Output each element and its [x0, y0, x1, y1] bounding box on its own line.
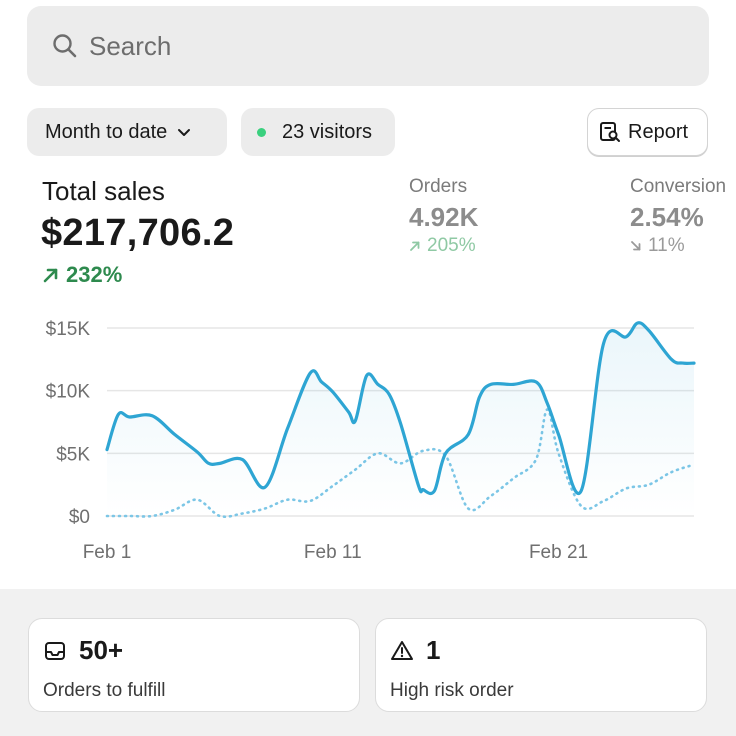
total-sales-value: $217,706.2 — [41, 212, 235, 254]
series-area — [107, 322, 694, 516]
orders-to-fulfill-card[interactable]: 50+ Orders to fulfill — [28, 618, 360, 712]
high-risk-order-label: High risk order — [390, 680, 514, 701]
arrow-up-right-icon — [42, 266, 60, 284]
conversion-value: 2.54% — [630, 202, 704, 232]
conversion-change: 11% — [630, 235, 726, 257]
series-line-current — [105, 321, 696, 496]
date-range-dropdown[interactable]: Month to date — [27, 108, 227, 156]
arrow-down-right-icon — [630, 240, 642, 252]
conversion-change-value: 11% — [648, 235, 685, 256]
y-tick-label: $0 — [69, 507, 90, 528]
orders-change: 205% — [409, 235, 478, 257]
y-tick-label: $10K — [46, 382, 91, 403]
total-sales-change-value: 232% — [66, 262, 123, 287]
search-input[interactable]: Search — [89, 30, 172, 61]
warning-icon — [390, 638, 416, 664]
orders-label: Orders — [409, 176, 468, 197]
high-risk-order-card[interactable]: 1 High risk order — [375, 618, 707, 712]
report-icon — [598, 119, 624, 145]
orders-to-fulfill-label: Orders to fulfill — [43, 680, 166, 701]
high-risk-order-value: 1 — [426, 635, 441, 665]
arrow-up-right-icon — [409, 240, 421, 252]
search-bar[interactable]: Search — [27, 6, 709, 86]
sales-line-chart[interactable]: $0 $5K $10K $15K Feb 1 Feb 11 Feb 21 — [0, 300, 736, 580]
visitors-label: 23 visitors — [282, 120, 373, 143]
x-tick-label: Feb 21 — [529, 542, 588, 563]
live-visitors-button[interactable]: 23 visitors — [241, 108, 395, 156]
orders-to-fulfill-value: 50+ — [79, 635, 124, 665]
report-label: Report — [628, 120, 689, 143]
orders-value: 4.92K — [409, 202, 479, 232]
live-status-dot — [257, 127, 266, 137]
chevron-down-icon — [175, 123, 193, 141]
x-tick-label: Feb 11 — [304, 542, 362, 563]
conversion-label: Conversion — [630, 176, 727, 197]
total-sales-change: 232% — [42, 262, 122, 288]
orders-metric[interactable]: Orders 4.92K 205% — [409, 176, 478, 257]
y-tick-label: $15K — [46, 319, 91, 340]
inbox-icon — [43, 638, 69, 664]
conversion-metric[interactable]: Conversion 2.54% 11% — [630, 176, 726, 257]
x-tick-label: Feb 1 — [83, 542, 132, 563]
search-icon — [51, 31, 81, 61]
report-button[interactable]: Report — [587, 108, 708, 156]
total-sales-label: Total sales — [42, 176, 165, 206]
orders-change-value: 205% — [427, 235, 476, 256]
date-range-label: Month to date — [45, 120, 168, 143]
y-tick-label: $5K — [56, 444, 90, 465]
